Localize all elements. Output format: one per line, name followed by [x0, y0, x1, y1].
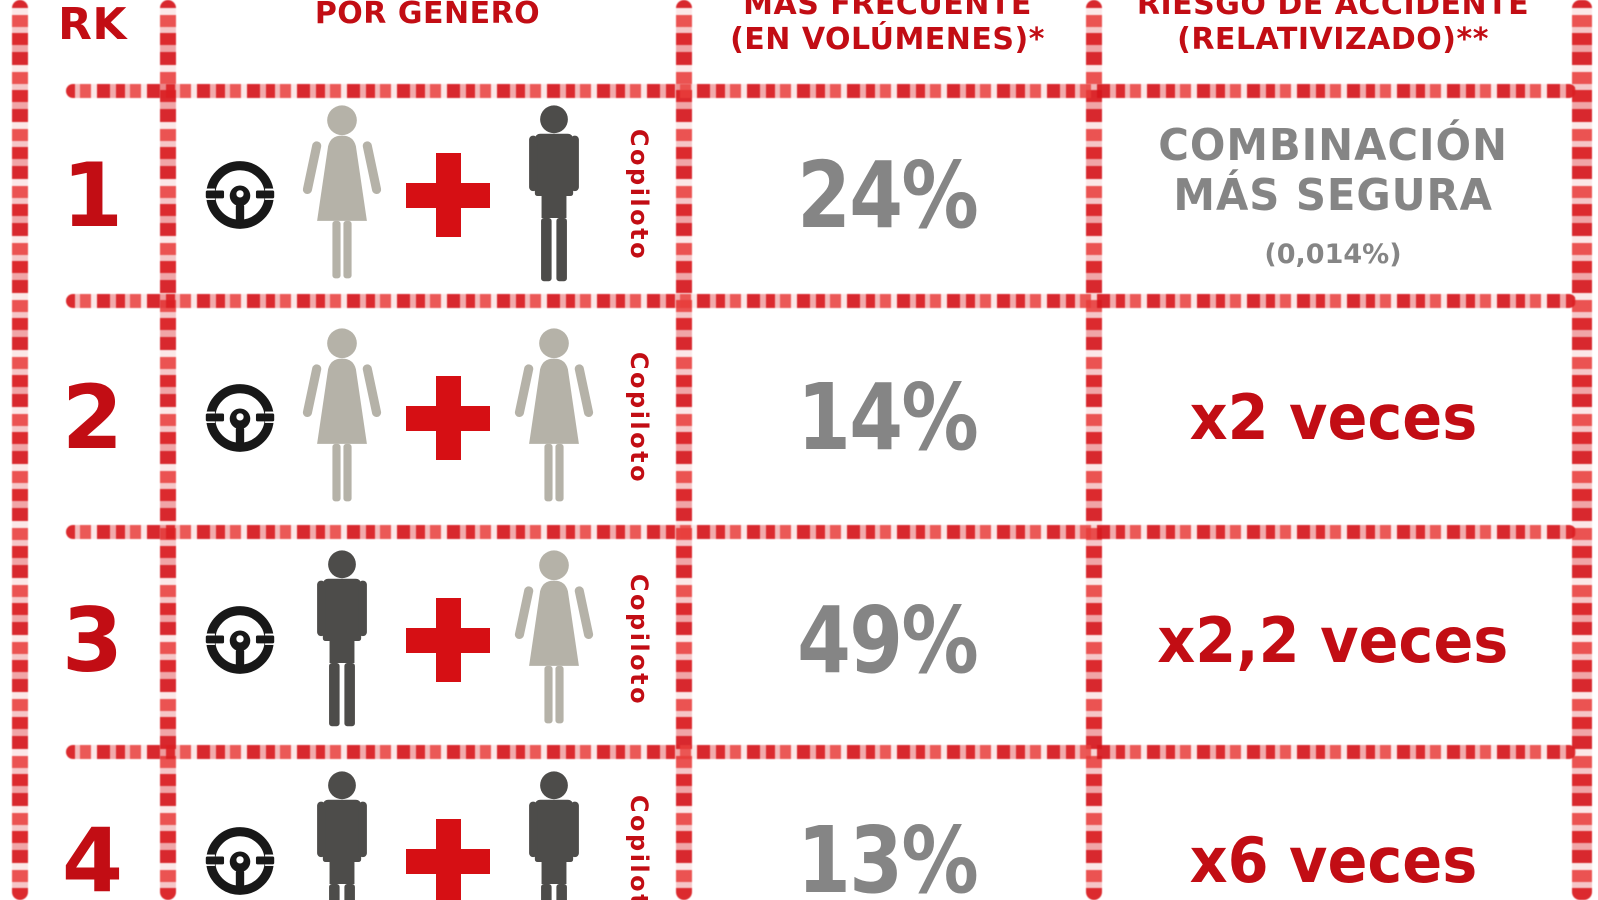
driver-female-icon: [294, 327, 390, 509]
gender-combination-row3: Copiloto: [180, 535, 675, 745]
rank-value-row3: 3: [61, 588, 124, 692]
rank-value-row4: 4: [61, 809, 124, 900]
copilot-label-row1: Copiloto: [618, 110, 660, 280]
column-header-frecuente-line1: MÁS FRECUENTE: [743, 0, 1032, 22]
frequency-cell-row4: 13%: [695, 758, 1080, 900]
row-divider-header: [66, 84, 1576, 98]
frequency-value: 13%: [797, 807, 980, 900]
plus-icon: [406, 818, 490, 900]
column-header-genero-label: POR GENERO: [314, 0, 541, 31]
row-divider-1: [66, 294, 1576, 308]
risk-cell-row4: x6 veces: [1102, 758, 1564, 900]
row-divider-2: [66, 525, 1576, 539]
steering-wheel-icon: [202, 823, 278, 899]
driver-male-icon: [294, 770, 390, 900]
copilot-label-text: Copiloto: [625, 573, 653, 707]
rank-value-row2: 2: [61, 366, 124, 469]
column-header-riesgo-line2: (RELATIVIZADO)**: [1177, 22, 1489, 57]
column-header-genero: POR GENERO: [180, 0, 675, 33]
gender-combination-row1: Copiloto: [180, 95, 675, 295]
driver-female-icon: [294, 104, 390, 286]
gender-combination-row4: Copiloto: [180, 758, 675, 900]
frequency-value: 24%: [797, 141, 980, 249]
column-header-rk: RK: [30, 0, 155, 50]
copilot-label-row2: Copiloto: [618, 333, 660, 503]
risk-cell-row1: COMBINACIÓN MÁS SEGURA (0,014%): [1102, 95, 1564, 295]
plus-icon: [406, 153, 490, 237]
plus-icon: [406, 598, 490, 682]
risk-value: x2,2 veces: [1157, 603, 1509, 677]
steering-wheel-icon: [202, 602, 278, 678]
column-header-frecuente: MÁS FRECUENTE (EN VOLÚMENES)*: [695, 0, 1080, 59]
column-divider-frecuente-riesgo: [1086, 0, 1102, 900]
column-divider-rk-genero: [160, 0, 176, 900]
gender-combination-row2: Copiloto: [180, 315, 675, 520]
frequency-value: 49%: [797, 586, 980, 694]
copilot-female-icon: [506, 549, 602, 731]
column-divider-genero-frecuente: [676, 0, 692, 900]
steering-wheel-icon: [202, 157, 278, 233]
copilot-label-text: Copiloto: [625, 351, 653, 484]
risk-safest-line1: COMBINACIÓN: [1158, 119, 1508, 171]
copilot-female-icon: [506, 327, 602, 509]
risk-value: x6 veces: [1189, 824, 1477, 897]
table-border-left: [12, 0, 28, 900]
steering-wheel-icon: [202, 380, 278, 456]
risk-cell-row3: x2,2 veces: [1102, 535, 1564, 745]
frequency-cell-row2: 14%: [695, 315, 1080, 520]
driver-male-icon: [294, 549, 390, 731]
copilot-male-icon: [506, 104, 602, 286]
frequency-cell-row3: 49%: [695, 535, 1080, 745]
column-header-rk-label: RK: [58, 0, 127, 50]
column-header-frecuente-line2: (EN VOLÚMENES)*: [730, 22, 1045, 57]
frequency-value: 14%: [797, 364, 980, 471]
copilot-label-text: Copiloto: [625, 128, 653, 262]
copilot-label-text: Copiloto: [625, 794, 653, 900]
copilot-male-icon: [506, 770, 602, 900]
plus-icon: [406, 375, 490, 460]
frequency-cell-row1: 24%: [695, 95, 1080, 295]
copilot-label-row3: Copiloto: [618, 555, 660, 725]
risk-cell-row2: x2 veces: [1102, 315, 1564, 520]
risk-value: x2 veces: [1189, 381, 1477, 454]
risk-note: (0,014%): [1264, 238, 1402, 270]
risk-safest-line2: MÁS SEGURA: [1173, 169, 1493, 221]
column-header-riesgo-line1: RIESGO DE ACCIDENTE: [1136, 0, 1530, 22]
row-divider-3: [66, 745, 1576, 759]
table-border-right: [1572, 0, 1592, 900]
rank-value-row1: 1: [61, 143, 124, 247]
copilot-label-row4: Copiloto: [618, 776, 660, 900]
column-header-riesgo: RIESGO DE ACCIDENTE (RELATIVIZADO)**: [1102, 0, 1564, 59]
